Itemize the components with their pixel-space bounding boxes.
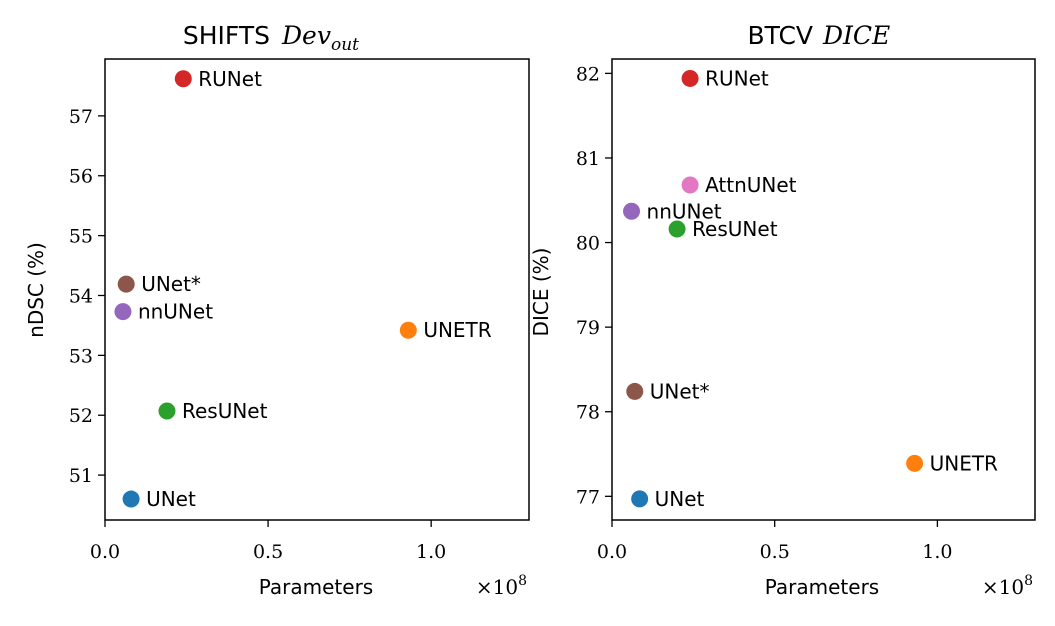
plot-area <box>611 58 1036 521</box>
x-axis-multiplier: ×108 <box>476 573 527 599</box>
x-axis-label: Parameters <box>259 575 373 599</box>
y-tick-label: 82 <box>576 63 600 85</box>
point-unet <box>626 382 644 400</box>
point-label-runet: RUNet <box>198 67 262 91</box>
point-runet <box>174 70 192 88</box>
y-tick-label: 79 <box>576 317 600 339</box>
data-points: UNet UNETR ResUNet RUNet nnUNet UNet* AttnUNet <box>623 66 998 511</box>
point-nnunet <box>623 202 641 220</box>
chart-title: BTCV <box>747 21 813 50</box>
y-axis-label: DICE (%) <box>529 248 553 337</box>
point-unetr <box>399 321 417 339</box>
point-runet <box>681 69 699 87</box>
x-tick-label: 1.0 <box>416 541 446 563</box>
point-attnunet <box>681 176 699 194</box>
point-label-resunet: ResUNet <box>692 217 778 241</box>
chart-title-math: DICE <box>822 21 890 50</box>
point-resunet <box>668 220 686 238</box>
y-tick-label: 55 <box>69 226 93 248</box>
chart-panel-shifts: SHIFTS Devout 0.0 0.5 1.0 51 52 53 54 55 56 57 UN… <box>24 21 530 599</box>
y-tick-label: 78 <box>576 402 600 424</box>
y-tick-label: 54 <box>69 285 93 307</box>
point-unet <box>122 490 140 508</box>
point-label-unetr: UNETR <box>930 451 998 475</box>
point-nnunet <box>114 303 132 321</box>
chart-panel-btcv: BTCV DICE 0.0 0.5 1.0 77 78 79 80 81 82 UNet UNET… <box>529 21 1036 599</box>
point-unetr <box>906 454 924 472</box>
chart-title-math: Devout <box>281 21 359 55</box>
x-axis-label: Parameters <box>765 575 879 599</box>
point-label-nnunet: nnUNet <box>138 300 213 324</box>
y-tick-label: 52 <box>69 405 93 427</box>
point-label-unetr: UNETR <box>423 318 491 342</box>
x-tick-label: 0.0 <box>597 541 627 563</box>
y-tick-label: 56 <box>69 166 93 188</box>
point-resunet <box>158 402 176 420</box>
point-label-unet: UNet* <box>650 379 710 403</box>
x-tick-label: 0.5 <box>253 541 283 563</box>
point-label-nnunet: nnUNet <box>647 199 722 223</box>
y-tick-label: 57 <box>69 106 93 128</box>
chart-title: SHIFTS <box>183 21 270 50</box>
y-tick-label: 77 <box>576 486 600 508</box>
data-points: UNet UNETR ResUNet RUNet nnUNet UNet* <box>114 67 492 511</box>
plot-area <box>104 58 530 521</box>
y-axis-label: nDSC (%) <box>24 242 48 338</box>
x-tick-label: 0.5 <box>760 541 790 563</box>
point-label-attnunet: AttnUNet <box>705 173 797 197</box>
y-tick-label: 53 <box>69 345 93 367</box>
point-unet <box>117 275 135 293</box>
point-unet <box>631 490 649 508</box>
y-tick-label: 51 <box>69 465 93 487</box>
x-tick-label: 0.0 <box>90 541 120 563</box>
point-label-unet: UNet <box>655 487 705 511</box>
x-axis-multiplier: ×108 <box>982 573 1033 599</box>
point-label-unet: UNet <box>146 487 196 511</box>
point-label-runet: RUNet <box>705 66 769 90</box>
y-tick-label: 81 <box>576 148 600 170</box>
y-tick-label: 80 <box>576 233 600 255</box>
x-tick-label: 1.0 <box>922 541 952 563</box>
point-label-unet: UNet* <box>141 272 201 296</box>
axis-ticks: 0.0 0.5 1.0 51 52 53 54 55 56 57 <box>69 106 446 563</box>
axis-ticks: 0.0 0.5 1.0 77 78 79 80 81 82 <box>576 63 953 563</box>
point-label-resunet: ResUNet <box>182 399 268 423</box>
